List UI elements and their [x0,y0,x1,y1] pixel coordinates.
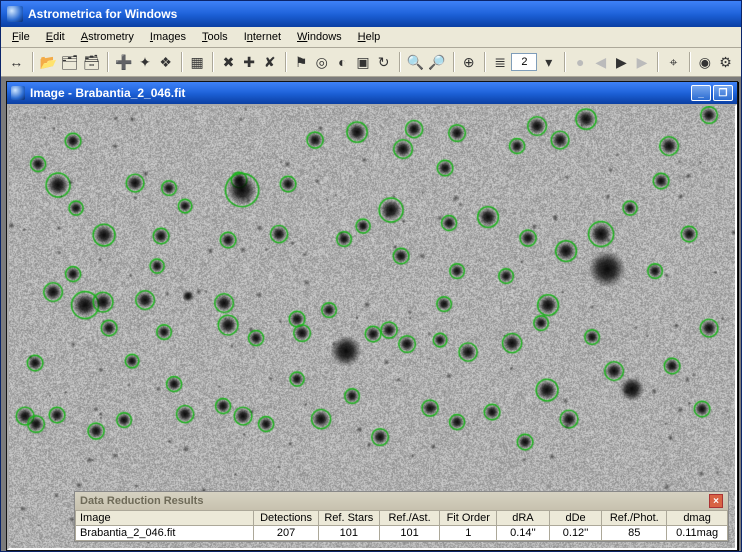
results-col-ref-ast-[interactable]: Ref./Ast. [379,511,440,526]
app-titlebar: Astrometrica for Windows [1,1,741,27]
toolbar-separator [657,52,658,72]
toolbar-separator [399,52,400,72]
table-cell: 0.12'' [549,526,602,541]
prev-button[interactable]: ◀ [592,51,611,73]
results-title-label: Data Reduction Results [80,495,203,507]
play-button[interactable]: ▶ [612,51,631,73]
menu-file[interactable]: File [5,29,37,45]
menu-windows[interactable]: Windows [290,29,349,45]
mdi-workspace: Image - Brabantia_2_046.fit _ ❐ Data Red… [1,77,741,551]
folder-gear-button[interactable]: 🗃 [82,51,102,73]
menu-tools[interactable]: Tools [195,29,235,45]
object-button[interactable]: ◉ [696,51,715,73]
image-window-title: Image - Brabantia_2_046.fit [30,86,185,100]
app-title: Astrometrica for Windows [28,7,177,21]
menu-astrometry[interactable]: Astrometry [74,29,141,45]
zoom-in-button[interactable]: 🔍 [406,51,425,73]
table-cell: 101 [318,526,379,541]
toolbar-separator [484,52,485,72]
results-col-ref-stars[interactable]: Ref. Stars [318,511,379,526]
maximize-button[interactable]: ❐ [713,85,733,101]
mark-red-button[interactable]: ✖ [219,51,238,73]
menu-internet[interactable]: Internet [237,29,288,45]
zoom-input[interactable] [511,53,537,71]
zoom-out-button[interactable]: 🔎 [427,51,446,73]
image-window: Image - Brabantia_2_046.fit _ ❐ Data Red… [6,81,738,551]
grid-button[interactable]: ▦ [188,51,207,73]
palette-button[interactable]: ▣ [354,51,373,73]
refresh-button[interactable]: ↻ [374,51,393,73]
stack-button[interactable]: ≣ [491,51,510,73]
toolbar-separator [32,52,33,72]
toolbar-separator [107,52,108,72]
starfield-canvas[interactable] [9,106,737,550]
results-table: ImageDetectionsRef. StarsRef./Ast.Fit Or… [75,510,728,541]
folder-open-button[interactable]: 📂 [38,51,57,73]
menu-images[interactable]: Images [143,29,193,45]
results-col-dde[interactable]: dDe [549,511,602,526]
results-close-button[interactable]: × [709,494,723,508]
menu-help[interactable]: Help [351,29,388,45]
results-col-ref-phot-[interactable]: Ref./Phot. [602,511,667,526]
image-window-icon [11,86,25,100]
record-button[interactable]: ● [571,51,590,73]
toolbar-separator [564,52,565,72]
contrast-button[interactable]: ◐ [333,51,352,73]
results-col-detections[interactable]: Detections [254,511,319,526]
mark-blue-button[interactable]: ✚ [240,51,259,73]
toolbar-separator [689,52,690,72]
minimize-button[interactable]: _ [691,85,711,101]
results-col-image[interactable]: Image [76,511,254,526]
folder-multi-button[interactable]: 🗂 [60,51,80,73]
toolbar-separator [212,52,213,72]
flag-button[interactable]: ⚑ [292,51,311,73]
toolbar-separator [285,52,286,72]
next-button[interactable]: ▶ [633,51,652,73]
menubar: FileEditAstrometryImagesToolsInternetWin… [1,27,741,48]
table-cell: 85 [602,526,667,541]
results-title[interactable]: Data Reduction Results × [75,492,728,510]
spinner-button[interactable]: ▾ [539,51,558,73]
toolbar-separator [181,52,182,72]
table-row[interactable]: Brabantia_2_046.fit20710110110.14''0.12'… [76,526,728,541]
results-col-dmag[interactable]: dmag [667,511,728,526]
results-col-dra[interactable]: dRA [497,511,550,526]
table-cell: 1 [440,526,497,541]
results-panel: Data Reduction Results × ImageDetections… [74,491,729,542]
menu-edit[interactable]: Edit [39,29,72,45]
image-gear-button[interactable]: ✦ [136,51,155,73]
overlay-button[interactable]: ❖ [156,51,175,73]
results-col-fit-order[interactable]: Fit Order [440,511,497,526]
table-cell: 101 [379,526,440,541]
add-image-button[interactable]: ➕ [114,51,133,73]
app-icon [7,6,23,22]
table-cell: 0.11mag [667,526,728,541]
mark-cross-button[interactable]: ✘ [260,51,279,73]
toolbar-separator [453,52,454,72]
settings-button[interactable]: ⚙ [716,51,735,73]
table-cell: 207 [254,526,319,541]
target-button[interactable]: ⊕ [459,51,478,73]
table-cell: 0.14'' [497,526,550,541]
zoom-select-button[interactable]: ⌖ [664,51,683,73]
image-window-titlebar[interactable]: Image - Brabantia_2_046.fit _ ❐ [7,82,737,104]
toolbar: ↔📂🗂🗃➕✦❖▦✖✚✘⚑◎◐▣↻🔍🔎⊕≣▾●◀▶▶⌖◉⚙ [1,48,741,77]
ring-button[interactable]: ◎ [312,51,331,73]
table-cell: Brabantia_2_046.fit [76,526,254,541]
pointer-button[interactable]: ↔ [7,51,26,73]
image-viewport[interactable]: Data Reduction Results × ImageDetections… [7,104,737,550]
